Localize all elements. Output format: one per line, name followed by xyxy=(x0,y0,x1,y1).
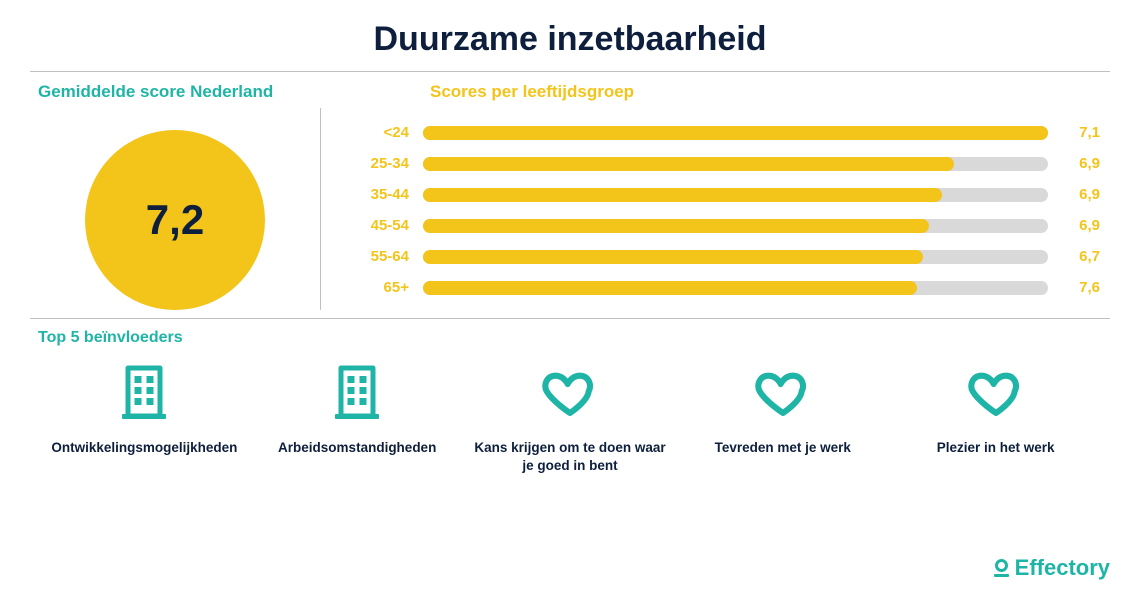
average-score-heading: Gemiddelde score Nederland xyxy=(30,82,320,102)
age-bar-fill xyxy=(423,126,1048,140)
age-bar-value: 6,9 xyxy=(1048,217,1100,234)
influencers-row: Ontwikkelingsmogelijkheden Arbeidsomstand… xyxy=(30,359,1110,475)
age-bar-label: 55-64 xyxy=(349,248,423,265)
age-bar-value: 6,7 xyxy=(1048,248,1100,265)
age-bar-track xyxy=(423,250,1048,264)
age-bar-fill xyxy=(423,219,929,233)
section-headers: Gemiddelde score Nederland Scores per le… xyxy=(30,72,1110,102)
age-bar-value: 7,1 xyxy=(1048,124,1100,141)
age-bar-row: 55-64 6,7 xyxy=(349,248,1100,265)
heart-icon xyxy=(965,359,1027,425)
influencer-label: Ontwikkelingsmogelijkheden xyxy=(51,439,237,457)
heart-icon xyxy=(752,359,814,425)
influencer-label: Plezier in het werk xyxy=(937,439,1055,457)
influencer-item: Plezier in het werk xyxy=(889,359,1102,475)
brand-logo: Effectory xyxy=(994,555,1110,581)
average-score-value: 7,2 xyxy=(146,196,204,244)
age-bar-track xyxy=(423,188,1048,202)
influencer-item: Ontwikkelingsmogelijkheden xyxy=(38,359,251,475)
age-bar-value: 6,9 xyxy=(1048,155,1100,172)
influencer-label: Arbeidsomstandigheden xyxy=(278,439,436,457)
age-bar-row: 45-54 6,9 xyxy=(349,217,1100,234)
age-bar-label: <24 xyxy=(349,124,423,141)
age-bar-track xyxy=(423,281,1048,295)
age-bar-value: 6,9 xyxy=(1048,186,1100,203)
influencers-heading: Top 5 beïnvloeders xyxy=(30,319,1110,359)
average-score-area: 7,2 xyxy=(30,108,320,310)
age-bar-fill xyxy=(423,188,942,202)
influencer-label: Tevreden met je werk xyxy=(715,439,851,457)
age-bars-area: <24 7,1 25-34 6,9 35-44 6,9 45-54 6,9 55-64 6,7 65… xyxy=(320,108,1110,310)
main-row: 7,2 <24 7,1 25-34 6,9 35-44 6,9 45-54 6,9 55-64 6… xyxy=(30,102,1110,318)
building-icon xyxy=(119,359,169,425)
age-bar-track xyxy=(423,157,1048,171)
age-bar-fill xyxy=(423,281,917,295)
age-bar-track xyxy=(423,219,1048,233)
age-bar-row: 35-44 6,9 xyxy=(349,186,1100,203)
age-bar-row: 25-34 6,9 xyxy=(349,155,1100,172)
age-bar-track xyxy=(423,126,1048,140)
page-title: Duurzame inzetbaarheid xyxy=(30,20,1110,71)
brand-name: Effectory xyxy=(1015,555,1110,581)
age-bar-label: 25-34 xyxy=(349,155,423,172)
age-bar-fill xyxy=(423,250,923,264)
age-bar-fill xyxy=(423,157,954,171)
building-icon xyxy=(332,359,382,425)
influencer-item: Kans krijgen om te doen waar je goed in … xyxy=(464,359,677,475)
age-bar-label: 65+ xyxy=(349,279,423,296)
influencer-item: Arbeidsomstandigheden xyxy=(251,359,464,475)
influencer-item: Tevreden met je werk xyxy=(676,359,889,475)
age-bar-row: <24 7,1 xyxy=(349,124,1100,141)
age-bar-value: 7,6 xyxy=(1048,279,1100,296)
average-score-circle: 7,2 xyxy=(85,130,265,310)
influencer-label: Kans krijgen om te doen waar je goed in … xyxy=(470,439,670,475)
brand-logo-mark xyxy=(994,559,1009,578)
age-bar-label: 45-54 xyxy=(349,217,423,234)
age-bar-label: 35-44 xyxy=(349,186,423,203)
age-scores-heading: Scores per leeftijdsgroep xyxy=(320,82,634,102)
age-bar-row: 65+ 7,6 xyxy=(349,279,1100,296)
heart-icon xyxy=(539,359,601,425)
